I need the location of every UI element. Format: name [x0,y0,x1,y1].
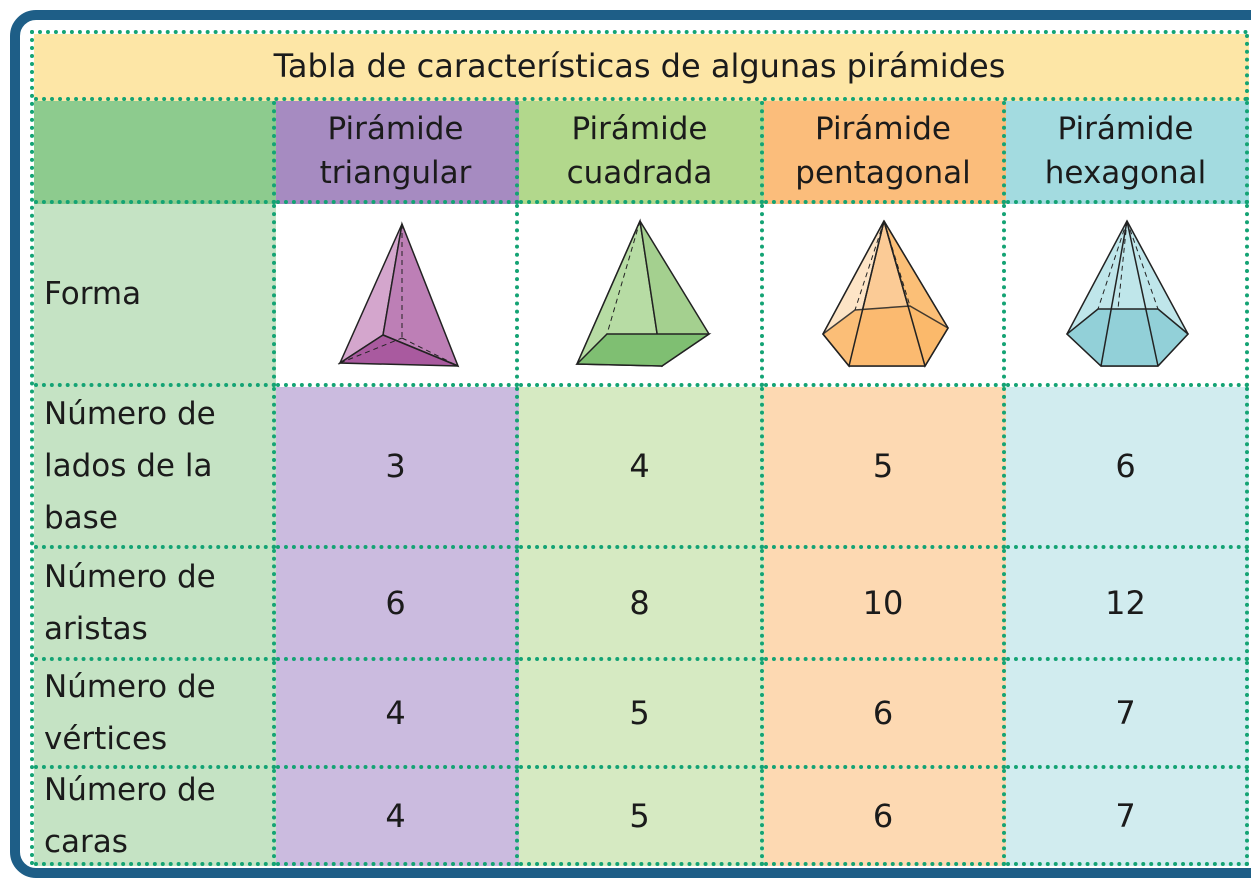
value-cell: 6 [276,549,519,661]
row-label: Forma [34,204,276,387]
header-corner [34,101,276,204]
hexagonal-pyramid [1065,218,1189,367]
value-cell: 5 [519,769,764,866]
shape-cell [519,204,764,387]
row-label: Número de caras [34,769,276,866]
column-header: Pirámide cuadrada [519,101,764,204]
value-cell: 6 [764,769,1006,866]
table: Tabla de características de algunas pirá… [30,30,1249,866]
triangular-pyramid [337,220,459,367]
value-cell: 3 [276,387,519,549]
shape-cell [276,204,519,387]
row-label: Número de vértices [34,661,276,769]
value-cell: 6 [1006,387,1249,549]
shape-cell [764,204,1006,387]
table-title: Tabla de características de algunas pirá… [34,34,1249,101]
shape-cell [1006,204,1249,387]
column-header: Pirámide hexagonal [1006,101,1249,204]
value-cell: 5 [519,661,764,769]
value-cell: 7 [1006,661,1249,769]
value-cell: 5 [764,387,1006,549]
value-cell: 8 [519,549,764,661]
row-label: Número de aristas [34,549,276,661]
value-cell: 10 [764,549,1006,661]
column-header: Pirámide triangular [276,101,519,204]
value-cell: 4 [276,769,519,866]
row-label: Número de lados de la base [34,387,276,549]
value-cell: 4 [519,387,764,549]
value-cell: 12 [1006,549,1249,661]
pentagonal-pyramid [821,218,950,368]
column-header: Pirámide pentagonal [764,101,1006,204]
value-cell: 7 [1006,769,1249,866]
square-pyramid [574,217,711,367]
value-cell: 6 [764,661,1006,769]
value-cell: 4 [276,661,519,769]
